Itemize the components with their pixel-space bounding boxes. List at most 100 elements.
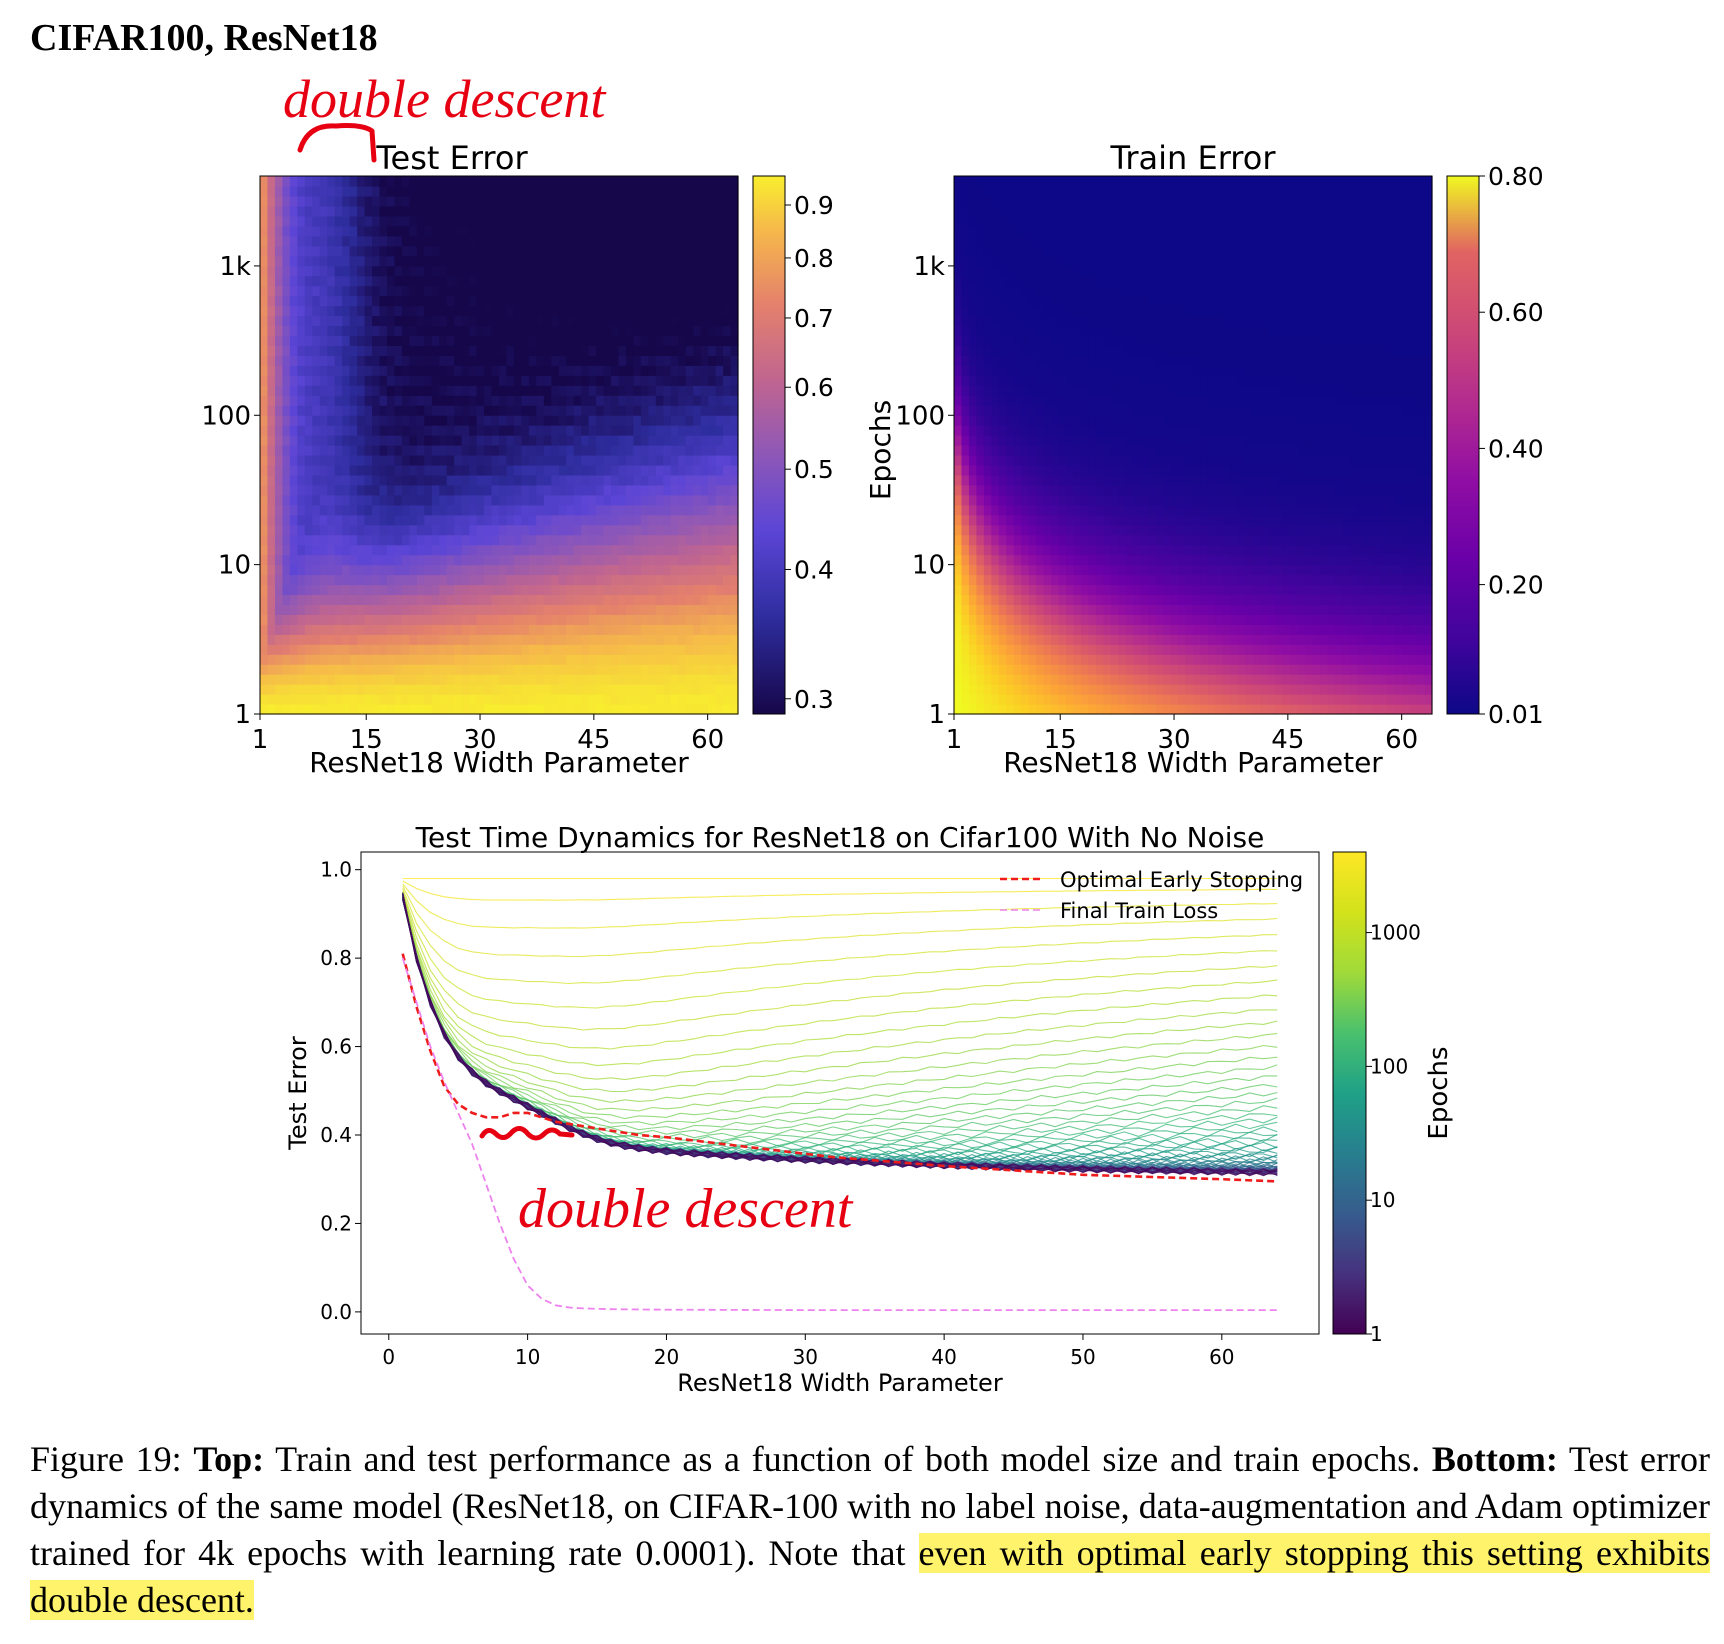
heatmap-cell — [558, 524, 567, 536]
heatmap-cell — [424, 554, 433, 566]
heatmap-cell — [386, 325, 396, 336]
heatmap-cell — [1058, 704, 1067, 715]
heatmap-cell — [401, 405, 410, 416]
heatmap-cell — [1125, 634, 1134, 645]
heatmap-cell — [491, 694, 500, 705]
heatmap-cell — [976, 524, 985, 536]
heatmap-cell — [1230, 694, 1239, 705]
heatmap-cell — [685, 385, 694, 396]
heatmap-cell — [304, 684, 313, 695]
heatmap-cell — [304, 454, 313, 466]
heatmap-cell — [260, 464, 269, 476]
heatmap-cell — [1185, 594, 1194, 605]
heatmap-cell — [401, 624, 410, 635]
heatmap-cell — [1073, 694, 1082, 705]
heatmap-cell — [319, 604, 328, 615]
heatmap-cell — [603, 425, 612, 436]
heatmap-cell — [357, 445, 366, 456]
heatmap-cell — [476, 275, 485, 287]
heatmap-cell — [1133, 514, 1142, 526]
heatmap-cell — [289, 215, 298, 227]
heatmap-cell — [357, 425, 366, 436]
heatmap-cell — [961, 534, 970, 546]
heatmap-cell — [566, 255, 575, 267]
heatmap-cell — [1125, 624, 1134, 635]
heatmap-cell — [558, 265, 567, 277]
heatmap-cell — [1073, 664, 1082, 675]
heatmap-cell — [708, 554, 717, 566]
heatmap-cell — [364, 484, 373, 496]
heatmap-cell — [1334, 594, 1343, 605]
heatmap-cell — [1319, 494, 1329, 506]
heatmap-cell — [334, 325, 343, 336]
heatmap-cell — [983, 504, 992, 516]
heatmap-cell — [454, 474, 463, 486]
heatmap-cell — [461, 245, 470, 257]
heatmap-cell — [655, 415, 664, 426]
heatmap-cell — [1379, 544, 1388, 556]
heatmap-cell — [476, 574, 485, 586]
heatmap-cell — [297, 355, 306, 366]
heatmap-cell — [954, 634, 963, 645]
heatmap-cell — [678, 205, 687, 217]
heatmap-cell — [484, 355, 493, 366]
heatmap-cell — [1290, 524, 1299, 536]
heatmap-cell — [1073, 474, 1082, 486]
heatmap-cell — [611, 235, 620, 247]
heatmap-cell — [536, 664, 545, 675]
heatmap-cell — [409, 544, 418, 556]
heatmap-cell — [1051, 634, 1060, 645]
heatmap-cell — [618, 335, 627, 346]
heatmap-cell — [394, 195, 403, 207]
heatmap-cell — [401, 604, 410, 615]
heatmap-cell — [528, 305, 537, 317]
heatmap-cell — [663, 484, 672, 496]
heatmap-cell — [476, 435, 485, 446]
heatmap-cell — [528, 415, 537, 426]
heatmap-cell — [655, 265, 664, 277]
heatmap-cell — [551, 544, 560, 556]
heatmap-cell — [342, 554, 351, 566]
heatmap-cell — [648, 644, 657, 655]
heatmap-cell — [625, 365, 635, 376]
heatmap-cell — [1297, 504, 1306, 516]
heatmap-cell — [1342, 614, 1351, 625]
heatmap-cell — [521, 464, 530, 476]
heatmap-cell — [648, 634, 657, 645]
heatmap-cell — [551, 464, 560, 476]
heatmap-cell — [536, 385, 545, 396]
heatmap-cell — [536, 315, 545, 327]
heatmap-cell — [1417, 624, 1426, 635]
heatmap-cell — [1334, 624, 1343, 635]
heatmap-cell — [506, 375, 515, 386]
heatmap-cell — [274, 375, 284, 386]
heatmap-cell — [603, 415, 612, 426]
heatmap-cell — [499, 544, 508, 556]
heatmap-cell — [1080, 514, 1090, 526]
heatmap-cell — [513, 654, 523, 665]
heatmap-cell — [297, 205, 306, 217]
heatmap-cell — [461, 215, 470, 227]
heatmap-cell — [1095, 634, 1104, 645]
heatmap-cell — [1319, 624, 1329, 635]
heatmap-cell — [491, 484, 500, 496]
heatmap-cell — [1110, 584, 1119, 596]
heatmap-cell — [312, 215, 321, 227]
heatmap-cell — [1215, 594, 1224, 605]
heatmap-cell — [446, 674, 455, 685]
heatmap-cell — [528, 474, 537, 486]
heatmap-cell — [401, 285, 410, 297]
heatmap-cell — [334, 534, 343, 546]
heatmap-cell — [357, 574, 366, 586]
heatmap-cell — [521, 614, 530, 625]
heatmap-cell — [678, 634, 687, 645]
heatmap-cell — [499, 265, 508, 277]
heatmap-cell — [1006, 494, 1015, 506]
heatmap-cell — [678, 564, 687, 576]
heatmap-cell — [700, 544, 709, 556]
heatmap-cell — [581, 574, 590, 586]
heatmap-cell — [618, 454, 627, 466]
heatmap-cell — [1312, 694, 1321, 705]
heatmap-cell — [1028, 644, 1037, 655]
heatmap-cell — [573, 255, 582, 267]
